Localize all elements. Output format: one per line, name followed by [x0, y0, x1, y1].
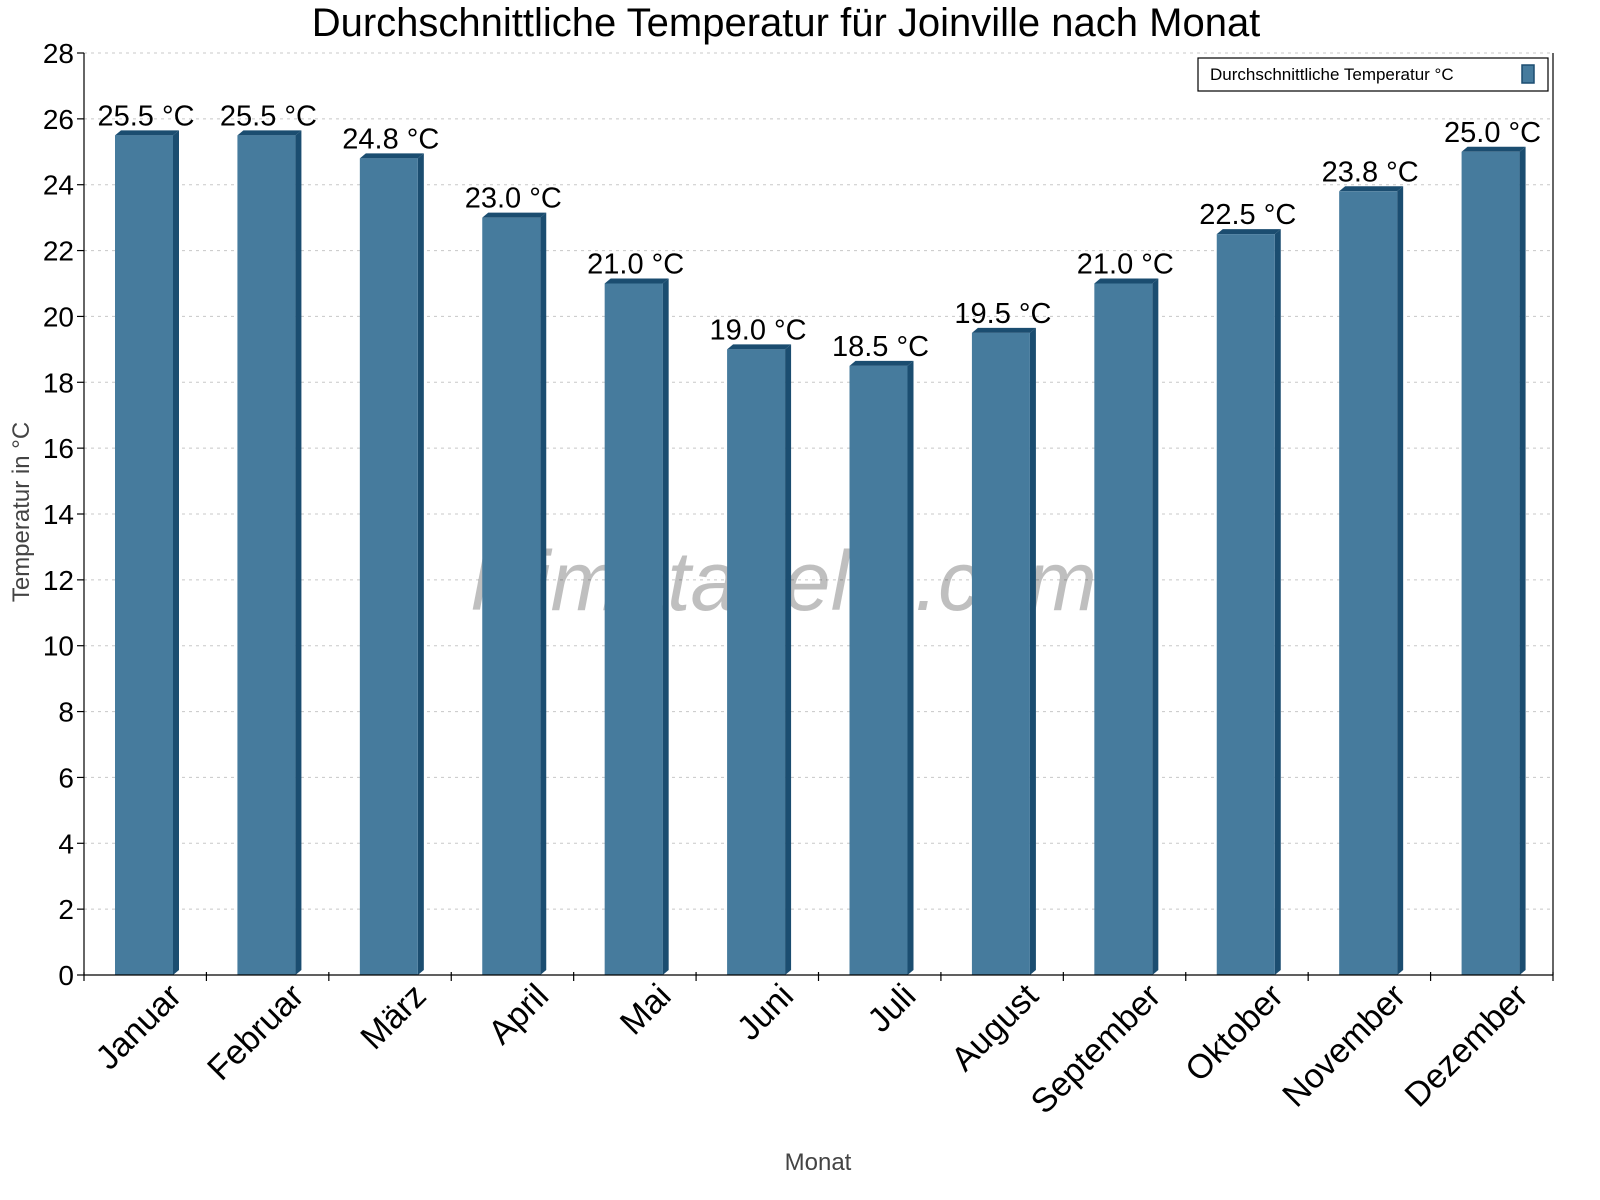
y-tick-label: 12: [43, 565, 74, 596]
bar-februar: [237, 130, 302, 976]
bar-juli: [849, 360, 914, 976]
bar-top: [1216, 229, 1281, 235]
x-tick-label: Juli: [860, 977, 923, 1040]
data-label: 22.5 °C: [1199, 199, 1296, 231]
bar-top: [727, 344, 792, 350]
bar: [604, 283, 663, 975]
legend: Durchschnittliche Temperatur °C: [1197, 57, 1549, 92]
bar-top: [115, 130, 179, 136]
bar: [971, 332, 1030, 976]
x-tick-label: November: [1275, 977, 1413, 1115]
y-tick-label: 22: [43, 236, 74, 267]
bar-top: [1094, 278, 1159, 284]
data-label: 25.5 °C: [220, 100, 317, 132]
bar-side: [417, 153, 424, 975]
bar-top: [849, 360, 914, 366]
bar-top: [1461, 146, 1526, 152]
x-tick-label: März: [353, 977, 433, 1057]
bar-side: [1397, 186, 1404, 976]
bar-top: [604, 278, 669, 284]
y-tick-label: 18: [43, 367, 74, 398]
bar-juni: [727, 344, 792, 975]
bar-side: [662, 278, 669, 975]
bar-top: [1339, 186, 1404, 192]
bar: [1461, 151, 1520, 976]
x-tick-label: September: [1024, 977, 1168, 1121]
bar: [849, 365, 908, 976]
y-tick-label: 28: [43, 38, 74, 69]
y-tick-label: 4: [58, 828, 74, 859]
legend-label: Durchschnittliche Temperatur °C: [1210, 65, 1454, 84]
data-label: 21.0 °C: [1077, 249, 1174, 281]
x-tick-label: Juni: [730, 977, 801, 1048]
y-tick-label: 20: [43, 301, 74, 332]
data-label: 19.5 °C: [954, 298, 1051, 330]
x-axis-label: Monat: [785, 1149, 852, 1176]
x-tick-label: Oktober: [1178, 977, 1290, 1089]
data-label: 25.0 °C: [1444, 117, 1541, 149]
legend-box: [1197, 57, 1549, 92]
data-label: 23.0 °C: [465, 183, 562, 215]
bar-top: [971, 327, 1036, 333]
bar: [1339, 191, 1398, 976]
bar-april: [482, 212, 547, 976]
bar-side: [1152, 278, 1159, 975]
bar-august: [971, 327, 1036, 976]
bar-side: [295, 130, 302, 976]
bar-side: [173, 130, 179, 976]
data-label: 21.0 °C: [587, 249, 684, 281]
x-tick-label: Februar: [200, 977, 311, 1088]
y-tick-label: 2: [58, 894, 74, 925]
y-tick-label: 26: [43, 104, 74, 135]
bar: [359, 158, 418, 975]
data-label: 24.8 °C: [342, 123, 439, 155]
bar-november: [1339, 186, 1404, 976]
bar-top: [359, 153, 424, 159]
bar-side: [1029, 327, 1036, 976]
x-tick-label: Dezember: [1398, 977, 1536, 1115]
bar-märz: [359, 153, 424, 975]
bar-mai: [604, 278, 669, 975]
data-label: 25.5 °C: [97, 100, 194, 132]
bar-side: [785, 344, 792, 975]
x-tick-label: August: [944, 976, 1046, 1078]
y-tick-label: 10: [43, 631, 74, 662]
bar: [237, 135, 296, 976]
x-tick-label: Januar: [88, 977, 188, 1077]
x-tick-label: Mai: [613, 977, 679, 1043]
bar: [482, 217, 541, 976]
bar-side: [1519, 146, 1526, 976]
bar-top: [237, 130, 302, 136]
y-tick-label: 14: [43, 499, 74, 530]
y-tick-label: 6: [58, 762, 74, 793]
bar-september: [1094, 278, 1159, 975]
data-label: 19.0 °C: [710, 314, 807, 346]
x-tick-label: April: [481, 977, 556, 1052]
bar-side: [1274, 229, 1281, 975]
data-label: 18.5 °C: [832, 331, 929, 363]
bar: [1094, 283, 1153, 975]
data-label: 23.8 °C: [1322, 156, 1419, 188]
y-tick-label: 8: [58, 697, 74, 728]
bar: [727, 349, 786, 975]
y-tick-label: 24: [43, 170, 74, 201]
y-axis-label: Temperatur in °C: [8, 422, 35, 602]
bars: 25.5 °C 25.5 °C 24.8 °C 23.0 °C 21.0 °C 19.0 …: [97, 100, 1541, 976]
bar-side: [540, 212, 547, 976]
y-tick-label: 16: [43, 433, 74, 464]
bar: [115, 135, 173, 976]
bar-dezember: [1461, 146, 1526, 976]
chart-title: Durchschnittliche Temperatur für Joinvil…: [312, 1, 1261, 45]
y-tick-label: 0: [58, 960, 74, 991]
bar-oktober: [1216, 229, 1281, 975]
legend-swatch: [1521, 64, 1535, 84]
bar: [1216, 234, 1275, 975]
bar-top: [482, 212, 547, 218]
bar-januar: [115, 130, 179, 976]
bar-side: [907, 360, 914, 976]
